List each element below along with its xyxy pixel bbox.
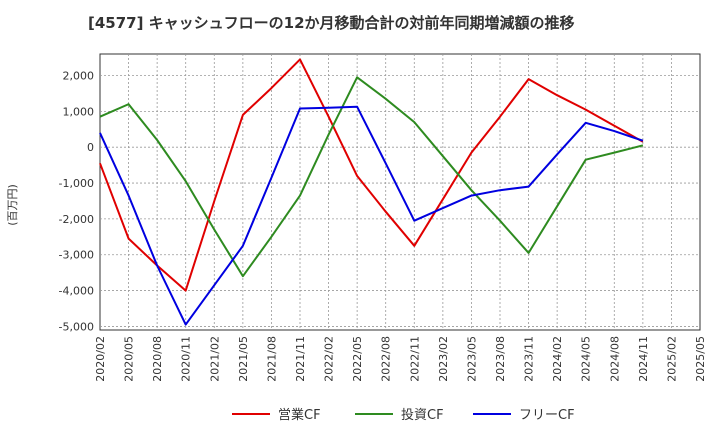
- y-axis: 2,000 1,000 0 -1,000 -2,000 -3,000 -4,000 -5,00…: [59, 70, 94, 334]
- x-tick-label: 2022/05: [351, 336, 364, 382]
- y-tick-label: -4,000: [59, 285, 94, 298]
- y-axis-label: (百万円): [6, 184, 19, 226]
- x-tick-label: 2024/02: [551, 336, 564, 382]
- x-tick-label: 2020/08: [151, 336, 164, 382]
- y-tick-label: -3,000: [59, 249, 94, 262]
- legend-label: 営業CF: [278, 407, 321, 423]
- x-tick-label: 2022/08: [380, 336, 393, 382]
- y-tick-label: -2,000: [59, 213, 94, 226]
- series-line-2: [99, 105, 644, 326]
- y-tick-label: 0: [87, 141, 94, 154]
- x-tick-label: 2021/05: [237, 336, 250, 382]
- x-tick-label: 2024/08: [608, 336, 621, 382]
- x-tick-label: 2023/05: [465, 336, 478, 382]
- x-tick-label: 2021/11: [294, 336, 307, 382]
- x-axis: 2020/02 2020/05 2020/08 2020/11 2021/02 2021/…: [94, 336, 707, 382]
- x-tick-label: 2020/11: [180, 336, 193, 382]
- x-tick-label: 2022/11: [408, 336, 421, 382]
- x-tick-label: 2020/02: [94, 336, 107, 382]
- series-line-0: [99, 58, 644, 292]
- chart-title: [4577] キャッシュフローの12か月移動合計の対前年同期増減額の推移: [88, 14, 575, 32]
- x-tick-label: 2023/08: [494, 336, 507, 382]
- x-tick-label: 2024/05: [580, 336, 593, 382]
- y-tick-label: -5,000: [59, 320, 94, 333]
- x-tick-label: 2022/02: [323, 336, 336, 382]
- y-tick-label: 1,000: [63, 105, 95, 118]
- series-line-1: [99, 76, 644, 278]
- x-tick-label: 2023/02: [437, 336, 450, 382]
- x-tick-label: 2025/05: [694, 336, 707, 382]
- x-tick-label: 2021/08: [265, 336, 278, 382]
- legend-label: 投資CF: [401, 407, 444, 423]
- y-tick-label: -1,000: [59, 177, 94, 190]
- x-tick-label: 2023/11: [523, 336, 536, 382]
- legend: 営業CF 投資CF フリーCF: [232, 407, 575, 423]
- series-lines: [99, 58, 644, 326]
- x-tick-label: 2024/11: [637, 336, 650, 382]
- grid-lines: [100, 54, 700, 330]
- x-tick-label: 2025/02: [665, 336, 678, 382]
- y-tick-label: 2,000: [63, 70, 95, 83]
- x-tick-label: 2020/05: [123, 336, 136, 382]
- legend-label: フリーCF: [519, 408, 575, 423]
- x-tick-label: 2021/02: [208, 336, 221, 382]
